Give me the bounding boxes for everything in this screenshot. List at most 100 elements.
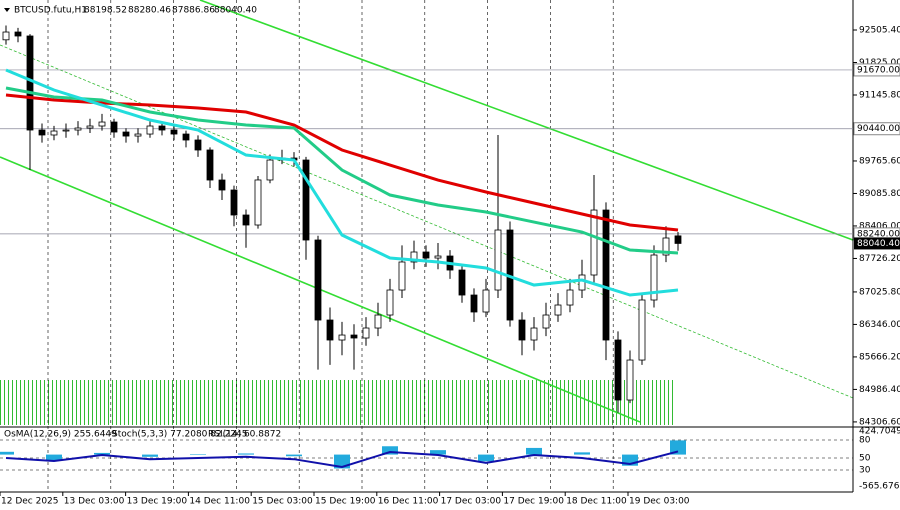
moving-average	[5, 93, 679, 232]
channel-mid	[0, 44, 854, 399]
osma-bar	[574, 452, 590, 455]
candle-body	[62, 129, 70, 132]
x-tick-label: 17 Dec 19:00	[503, 497, 564, 507]
candle-body	[254, 179, 262, 226]
candle-body	[194, 139, 202, 151]
y-tick-label: 87025.80	[859, 287, 900, 297]
candle-body	[410, 251, 418, 263]
x-tick-label: 15 Dec 03:00	[252, 497, 313, 507]
x-tick-label: 13 Dec 03:00	[64, 497, 125, 507]
candle-body	[230, 189, 238, 216]
ohlc-close: 88040.40	[214, 6, 257, 16]
candle-body	[38, 129, 46, 136]
candle-body	[26, 35, 34, 131]
osma-bar	[46, 454, 62, 461]
candle-body	[626, 359, 634, 401]
candle-body	[398, 261, 406, 291]
candle-body	[242, 214, 250, 226]
osma-bar	[526, 447, 542, 455]
y-tick-label: 89765.60	[859, 156, 900, 166]
candle-body	[566, 289, 574, 306]
candle-body	[266, 159, 274, 181]
x-tick-label: 19 Dec 03:00	[629, 497, 690, 507]
candle-body	[314, 239, 322, 321]
osma-bar	[238, 453, 254, 455]
candle-body	[482, 289, 490, 313]
y-tick-label: 84306.60	[859, 417, 900, 427]
last-price-box	[854, 237, 900, 250]
osma-bar	[622, 454, 638, 466]
x-tick-label: 16 Dec 11:00	[378, 497, 439, 507]
last-price-label: 88040.40	[857, 239, 900, 249]
candle-body	[134, 133, 142, 137]
osma-bar	[94, 452, 110, 455]
candle-body	[518, 319, 526, 341]
osma-bar	[478, 454, 494, 462]
y-tick-label: 85666.20	[859, 352, 900, 362]
osma-bar	[430, 450, 446, 455]
level-label: 91670.00	[857, 65, 900, 75]
candle-body	[602, 209, 610, 341]
candle-body	[146, 125, 154, 135]
osc-tick-label: 424.7049	[859, 427, 900, 437]
y-tick-label: 86346.00	[859, 320, 900, 330]
x-tick-label: 15 Dec 19:00	[315, 497, 376, 507]
stoch-label: Stoch(5,3,3) 77.2080 82.2245	[112, 430, 247, 440]
osma-bar	[190, 454, 206, 455]
y-tick-label: 87726.20	[859, 254, 900, 264]
x-tick-label: 13 Dec 19:00	[127, 497, 188, 507]
candle-body	[158, 125, 166, 131]
candle-body	[98, 121, 106, 127]
candle-body	[74, 127, 82, 131]
level-label: 88240.00	[857, 229, 900, 239]
x-tick-label: 14 Dec 11:00	[189, 497, 250, 507]
channel-upper	[199, 0, 854, 241]
osma-bar	[0, 451, 14, 455]
candle-body	[182, 133, 190, 141]
candle-body	[2, 31, 10, 41]
osc-level-label: 80	[859, 436, 871, 446]
x-tick-label: 18 Dec 11:00	[566, 497, 627, 507]
osma-bar	[142, 454, 158, 457]
candle-body	[86, 125, 94, 129]
level-box	[853, 63, 900, 77]
x-tick-label: 17 Dec 03:00	[441, 497, 502, 507]
candle-body	[614, 339, 622, 401]
candle-body	[434, 255, 442, 259]
candle-body	[326, 319, 334, 341]
moving-average	[5, 86, 679, 255]
candle-body	[422, 251, 430, 259]
candle-body	[338, 334, 346, 341]
osc-level-label: 30	[859, 466, 871, 476]
osma-label: OsMA(12,26,9) 255.6449	[4, 430, 117, 440]
candle-body	[542, 314, 550, 329]
candle-body	[362, 327, 370, 339]
level-box	[853, 122, 900, 136]
candle-body	[638, 299, 646, 361]
menu-arrow[interactable]	[4, 8, 10, 12]
ohlc-high: 88280.46	[128, 6, 171, 16]
candle-body	[650, 254, 658, 301]
y-tick-label: 89085.80	[859, 189, 900, 199]
moving-average	[5, 68, 679, 297]
rsi-label: RSI(14) 60.8872	[208, 430, 281, 440]
candle-body	[122, 131, 130, 137]
symbol-title: BTCUSD.futu,H1	[14, 6, 87, 16]
y-tick-label: 92505.40	[859, 26, 900, 36]
y-tick-label: 91145.80	[859, 90, 900, 100]
rsi-line	[5, 450, 679, 469]
candle-body	[50, 130, 58, 136]
candle-body	[302, 159, 310, 241]
y-tick-label: 91825.00	[859, 58, 900, 68]
candle-body	[206, 149, 214, 181]
osc-level-label: 50	[859, 454, 871, 464]
candle-body	[374, 314, 382, 329]
candle-body	[470, 294, 478, 313]
candle-body	[350, 334, 358, 339]
volume-area	[0, 380, 676, 425]
candle-body	[218, 179, 226, 191]
ohlc-low: 87886.86	[172, 6, 215, 16]
grid	[47, 0, 614, 492]
candle-body	[170, 129, 178, 135]
osma-bar	[382, 446, 398, 455]
